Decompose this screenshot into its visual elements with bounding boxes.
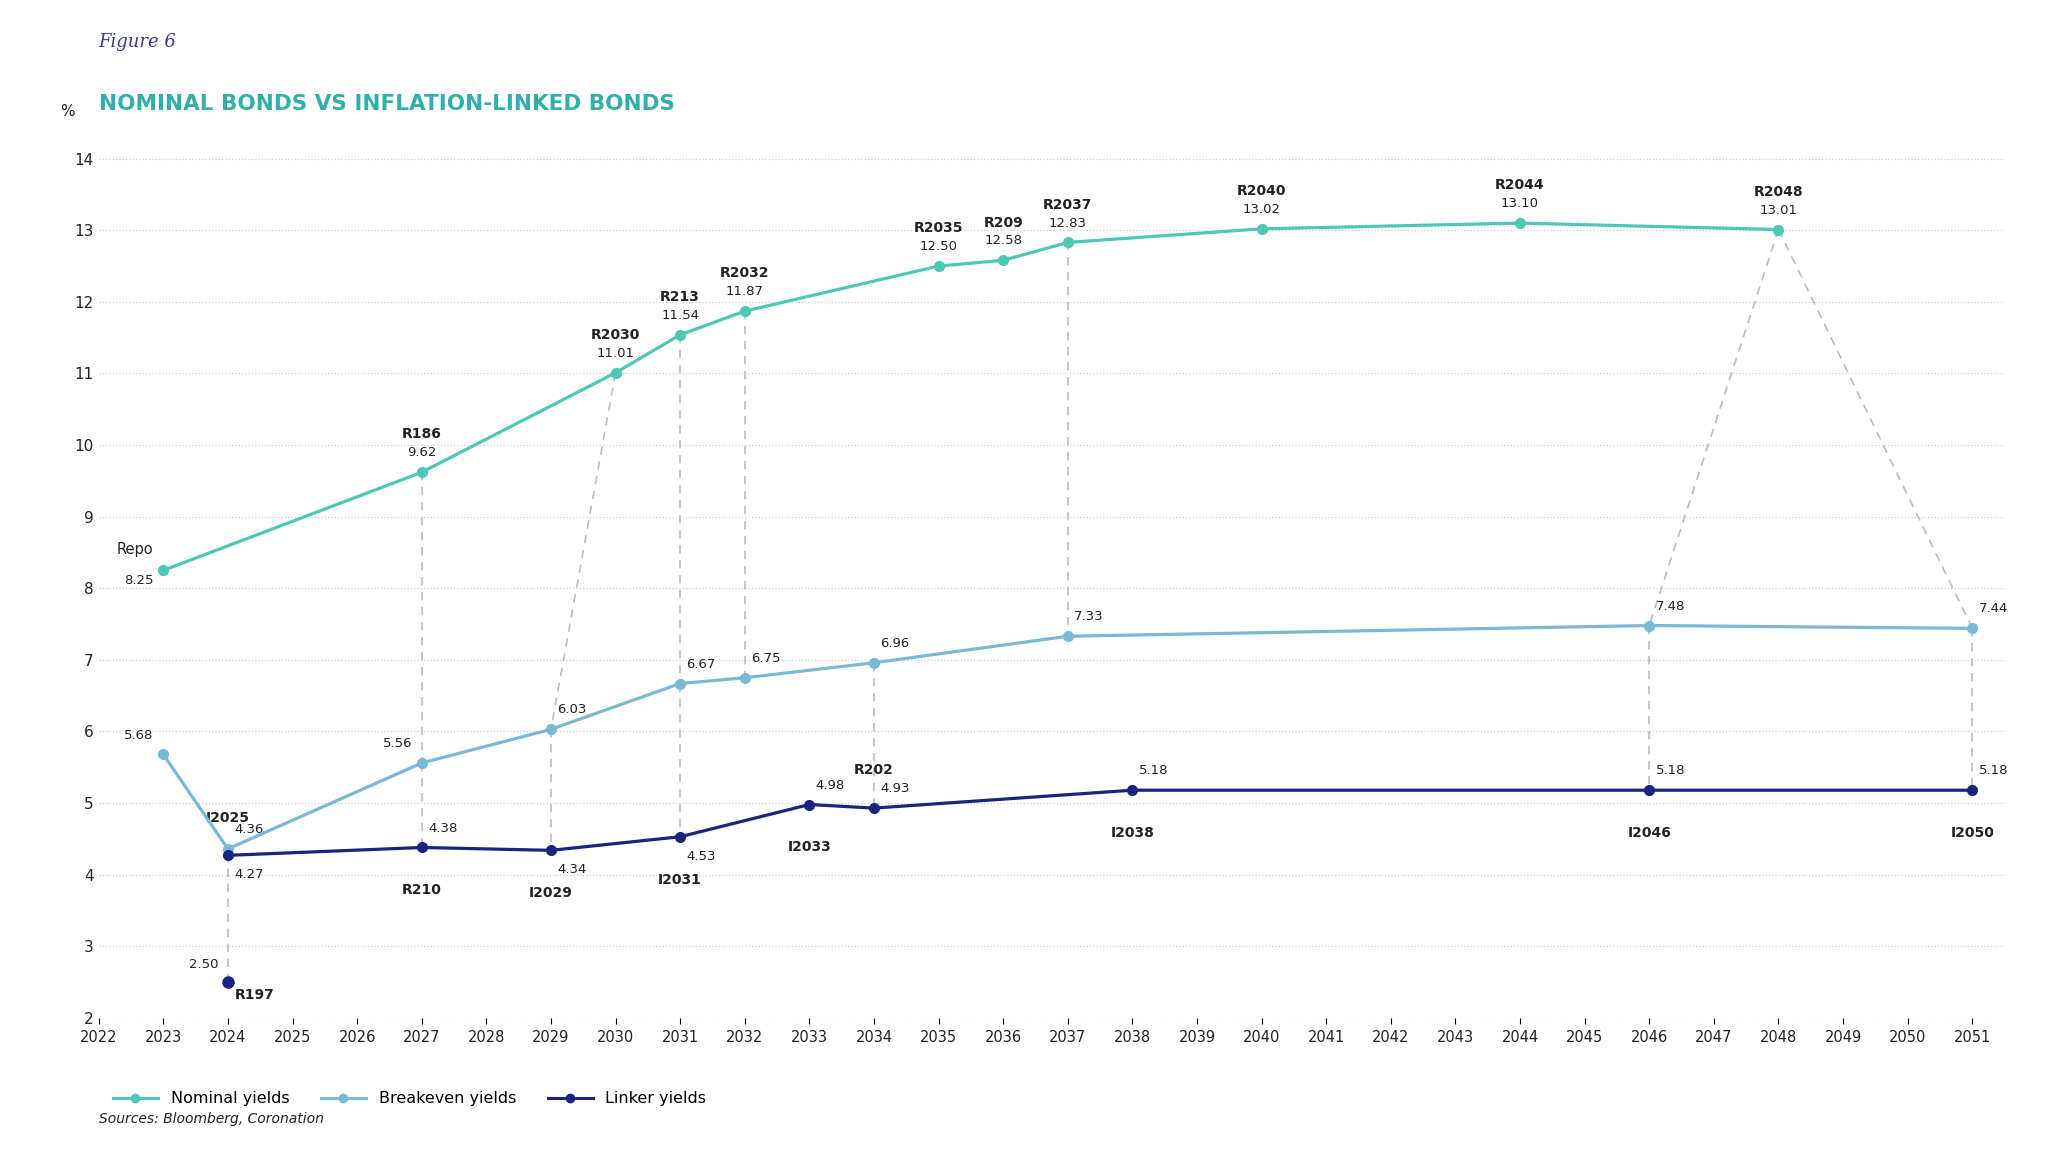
Text: 5.18: 5.18 bbox=[1978, 764, 2009, 777]
Text: 7.44: 7.44 bbox=[1978, 603, 2009, 615]
Text: R2048: R2048 bbox=[1754, 185, 1803, 199]
Text: I2046: I2046 bbox=[1626, 826, 1672, 840]
Text: 2.50: 2.50 bbox=[189, 958, 218, 971]
Text: 12.58: 12.58 bbox=[985, 234, 1022, 247]
Text: Figure 6: Figure 6 bbox=[99, 33, 177, 50]
Text: 11.87: 11.87 bbox=[726, 285, 763, 298]
Text: Repo: Repo bbox=[117, 543, 154, 557]
Text: 7.33: 7.33 bbox=[1073, 611, 1104, 624]
Text: 13.01: 13.01 bbox=[1760, 204, 1797, 216]
Text: R197: R197 bbox=[234, 987, 273, 1002]
Text: Sources: Bloomberg, Coronation: Sources: Bloomberg, Coronation bbox=[99, 1112, 323, 1126]
Text: R210: R210 bbox=[401, 883, 442, 897]
Text: R2037: R2037 bbox=[1042, 198, 1092, 212]
Text: 11.54: 11.54 bbox=[662, 309, 699, 322]
Text: 4.53: 4.53 bbox=[687, 849, 715, 862]
Text: R209: R209 bbox=[983, 215, 1024, 229]
Text: R213: R213 bbox=[660, 290, 701, 304]
Text: 12.83: 12.83 bbox=[1049, 216, 1088, 229]
Text: R2044: R2044 bbox=[1495, 178, 1544, 192]
Text: 6.75: 6.75 bbox=[750, 652, 781, 665]
Text: 5.18: 5.18 bbox=[1655, 764, 1686, 777]
Text: I2050: I2050 bbox=[1951, 826, 1994, 840]
Text: I2038: I2038 bbox=[1110, 826, 1153, 840]
Text: R2035: R2035 bbox=[913, 221, 964, 235]
Text: I2031: I2031 bbox=[658, 873, 701, 887]
Text: R186: R186 bbox=[401, 427, 442, 441]
Text: I2029: I2029 bbox=[528, 886, 574, 900]
Text: 11.01: 11.01 bbox=[596, 346, 635, 360]
Text: 5.56: 5.56 bbox=[382, 737, 411, 750]
Text: 4.38: 4.38 bbox=[428, 821, 458, 834]
Text: 4.34: 4.34 bbox=[557, 863, 586, 876]
Legend: Nominal yields, Breakeven yields, Linker yields: Nominal yields, Breakeven yields, Linker… bbox=[107, 1085, 713, 1113]
Text: R2032: R2032 bbox=[720, 267, 769, 281]
Text: 4.98: 4.98 bbox=[816, 778, 845, 792]
Text: 9.62: 9.62 bbox=[407, 447, 436, 460]
Text: 6.67: 6.67 bbox=[687, 658, 715, 670]
Text: 5.18: 5.18 bbox=[1139, 764, 1168, 777]
Text: R202: R202 bbox=[853, 763, 894, 777]
Text: I2033: I2033 bbox=[787, 840, 831, 854]
Text: 4.93: 4.93 bbox=[880, 783, 911, 796]
Text: 13.02: 13.02 bbox=[1242, 202, 1281, 216]
Text: 4.36: 4.36 bbox=[234, 823, 263, 837]
Text: 6.03: 6.03 bbox=[557, 703, 586, 716]
Text: 7.48: 7.48 bbox=[1655, 599, 1686, 613]
Text: %: % bbox=[60, 104, 74, 119]
Text: I2025: I2025 bbox=[206, 811, 251, 825]
Text: 8.25: 8.25 bbox=[123, 574, 154, 587]
Text: 4.27: 4.27 bbox=[234, 868, 263, 881]
Text: R2040: R2040 bbox=[1238, 184, 1287, 198]
Text: 6.96: 6.96 bbox=[880, 636, 909, 649]
Text: R2030: R2030 bbox=[590, 328, 639, 342]
Text: 12.50: 12.50 bbox=[919, 240, 958, 253]
Text: 5.68: 5.68 bbox=[123, 729, 154, 742]
Text: NOMINAL BONDS VS INFLATION-LINKED BONDS: NOMINAL BONDS VS INFLATION-LINKED BONDS bbox=[99, 94, 674, 113]
Text: 13.10: 13.10 bbox=[1501, 198, 1540, 211]
